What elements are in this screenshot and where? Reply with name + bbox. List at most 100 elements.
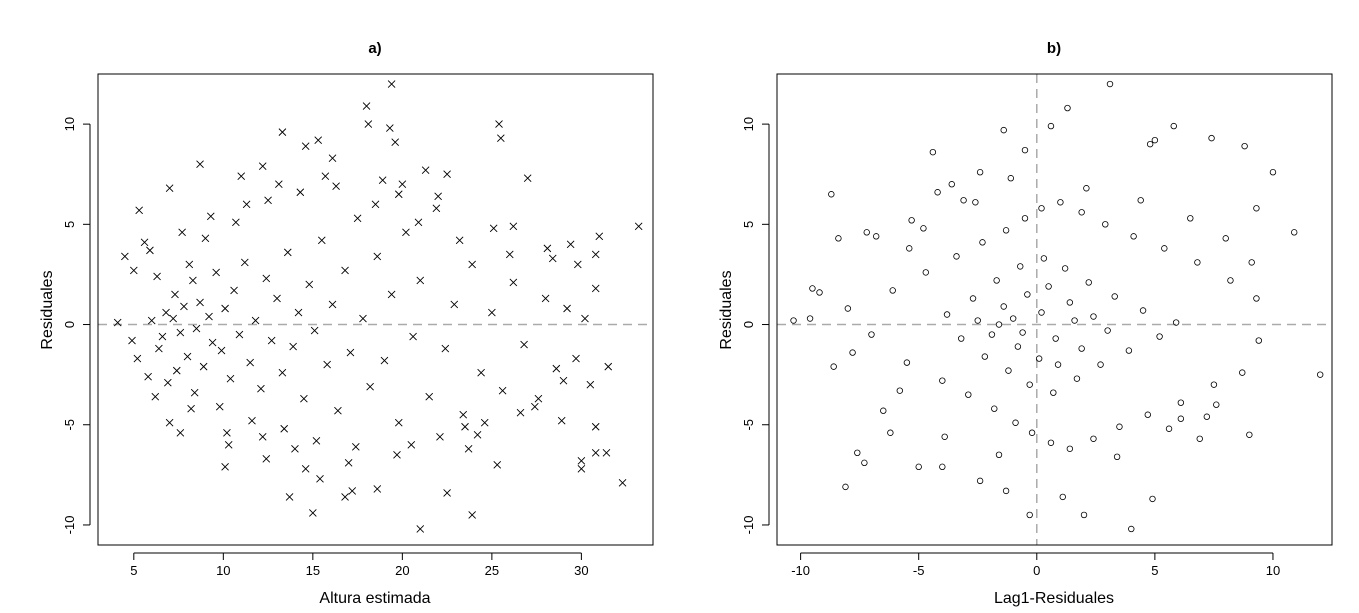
data-point [995, 321, 1003, 328]
data-point [391, 138, 400, 146]
data-point [164, 378, 172, 387]
data-point [948, 181, 955, 188]
data-point [1085, 279, 1092, 286]
data-point [1125, 347, 1133, 354]
data-point [224, 440, 233, 449]
data-point [920, 225, 927, 232]
data-point [1012, 419, 1019, 426]
data-point [155, 344, 163, 353]
data-point [373, 485, 382, 493]
data-point [436, 432, 444, 441]
data-point [634, 222, 643, 231]
panel-a: a) 5 10 15 20 25 30 -10 -5 0 5 10 Altura estimada… [39, 40, 654, 607]
data-point [464, 444, 473, 453]
data-point [1139, 307, 1147, 314]
y-axis: -10 -5 0 5 10 [62, 117, 91, 534]
data-point [887, 429, 894, 436]
data-point [495, 120, 503, 128]
data-point [416, 276, 425, 285]
data-point [371, 200, 380, 209]
data-point [480, 418, 489, 427]
data-point [312, 436, 321, 445]
data-point [548, 254, 557, 263]
data-point [976, 169, 984, 176]
data-point [861, 459, 868, 467]
data-point [958, 335, 965, 342]
data-point [1248, 259, 1255, 266]
data-point [816, 289, 823, 296]
data-point [1047, 122, 1055, 130]
data-point [278, 128, 287, 136]
x-tick-label: 25 [485, 563, 499, 578]
data-point [1014, 343, 1022, 350]
data-point [523, 174, 532, 183]
data-point [854, 449, 861, 457]
data-point [868, 331, 875, 338]
data-point [1170, 122, 1177, 130]
data-point [387, 290, 396, 299]
data-point [1316, 371, 1324, 378]
data-point [566, 240, 575, 249]
data-point [872, 233, 880, 240]
data-point [939, 377, 946, 384]
data-point [581, 314, 589, 323]
data-point [165, 418, 174, 427]
data-point [332, 182, 340, 191]
x-axis-label: Lag1-Residuales [994, 590, 1114, 607]
data-point [1009, 315, 1017, 322]
data-point [169, 314, 178, 323]
data-point [242, 200, 251, 209]
data-point [262, 454, 271, 463]
data-point [586, 380, 595, 389]
data-point [362, 102, 371, 110]
y-axis: -10 -5 0 5 10 [741, 117, 770, 534]
y-tick-label: 5 [741, 221, 756, 228]
data-point [140, 238, 149, 247]
data-point [1269, 169, 1277, 176]
data-point [223, 428, 231, 437]
data-point [248, 416, 256, 425]
data-point [273, 294, 281, 303]
data-point [1002, 487, 1010, 495]
data-point [1028, 429, 1036, 436]
data-point [1078, 209, 1085, 216]
data-point [321, 172, 330, 181]
data-point [1128, 525, 1135, 533]
data-point [1071, 317, 1078, 324]
data-point [178, 228, 186, 237]
data-point [334, 406, 342, 415]
data-point [1116, 423, 1123, 430]
data-point [1052, 335, 1059, 342]
data-point [809, 285, 816, 292]
data-point [264, 196, 272, 205]
data-point [1021, 146, 1029, 154]
data-point [135, 206, 143, 215]
data-point [300, 394, 308, 403]
data-point [1149, 495, 1156, 503]
data-point [285, 493, 294, 501]
data-point [351, 442, 360, 451]
data-point [497, 134, 505, 142]
x-axis: -10 -5 0 5 10 [791, 552, 1280, 578]
data-point [591, 422, 600, 431]
data-point [1097, 361, 1104, 368]
data-point [1196, 435, 1203, 442]
data-point [443, 170, 451, 179]
data-point [402, 228, 410, 237]
data-point [201, 234, 210, 243]
data-point [1021, 215, 1029, 222]
data-point [206, 212, 215, 221]
data-point [531, 402, 539, 411]
data-point [113, 318, 122, 327]
data-point [473, 430, 482, 439]
data-point [1035, 355, 1043, 362]
data-point [235, 330, 244, 339]
data-point [176, 328, 185, 337]
data-point [205, 312, 213, 321]
data-point [398, 180, 407, 189]
data-point [373, 252, 382, 261]
data-point [1130, 233, 1137, 240]
x-tick-label: 30 [574, 563, 588, 578]
data-point [943, 311, 951, 318]
data-point [1064, 104, 1071, 112]
